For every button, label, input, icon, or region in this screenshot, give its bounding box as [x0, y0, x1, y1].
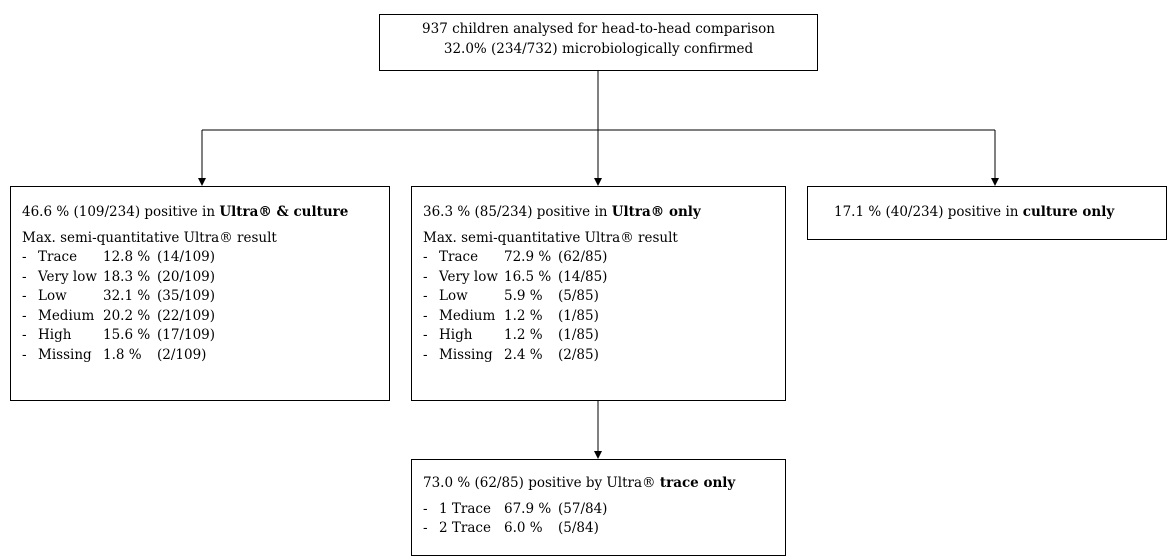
- result-count: (1/85): [558, 307, 599, 324]
- result-percentage: 1.2 %: [504, 307, 543, 324]
- list-dash: -: [22, 288, 27, 304]
- ultra-only-result-list: - Trace 72.9 % (62/85) - Very low 16.5 % (14/85…: [423, 248, 785, 365]
- result-category: Missing: [38, 346, 92, 363]
- list-dash: -: [22, 307, 27, 324]
- result-count: (35/109): [157, 288, 216, 304]
- result-percentage: 15.6 %: [103, 327, 151, 343]
- result-list-item: - Medium 1.2 % (1/85): [423, 307, 785, 327]
- list-dash: -: [423, 327, 428, 343]
- result-list-item: - Trace 72.9 % (62/85): [423, 248, 785, 268]
- list-dash: -: [22, 268, 27, 285]
- result-count: (20/109): [157, 268, 216, 285]
- result-percentage: 12.8 %: [103, 249, 151, 265]
- result-count: (22/109): [157, 307, 216, 324]
- root-line-1: 937 children analysed for head-to-head c…: [422, 21, 775, 37]
- result-count: (14/85): [558, 268, 608, 285]
- list-dash: -: [22, 346, 27, 363]
- list-dash: -: [22, 249, 27, 265]
- ultra-and-culture-heading-prefix: 46.6 % (109/234) positive in: [22, 204, 220, 220]
- result-category: Low: [38, 288, 67, 304]
- culture-only-heading-prefix: 17.1 % (40/234) positive in: [834, 204, 1023, 220]
- result-category: Low: [439, 288, 468, 304]
- result-category: Trace: [38, 249, 78, 265]
- culture-only-heading: 17.1 % (40/234) positive in culture only: [834, 203, 1166, 223]
- result-percentage: 72.9 %: [504, 249, 552, 265]
- result-category: 1 Trace: [439, 500, 491, 517]
- result-category: Medium: [439, 307, 496, 324]
- root-node: 937 children analysed for head-to-head c…: [379, 14, 818, 71]
- result-list-item: - Medium 20.2 % (22/109): [22, 307, 389, 327]
- result-percentage: 67.9 %: [504, 500, 552, 517]
- result-percentage: 18.3 %: [103, 268, 151, 285]
- result-percentage: 16.5 %: [504, 268, 552, 285]
- result-count: (5/85): [558, 288, 599, 304]
- result-list-item: - Low 5.9 % (5/85): [423, 287, 785, 307]
- result-list-item: - Very low 16.5 % (14/85): [423, 268, 785, 288]
- culture-only-heading-bold: culture only: [1022, 204, 1115, 220]
- result-list-item: - Low 32.1 % (35/109): [22, 287, 389, 307]
- ultra-and-culture-node: 46.6 % (109/234) positive in Ultra® & cu…: [10, 186, 390, 401]
- result-count: (1/85): [558, 327, 599, 343]
- list-dash: -: [423, 249, 428, 265]
- result-count: (5/84): [558, 520, 599, 536]
- list-dash: -: [423, 288, 428, 304]
- result-count: (2/85): [558, 346, 599, 363]
- ultra-only-node: 36.3 % (85/234) positive in Ultra® only …: [411, 186, 786, 401]
- result-list-item: - Missing 2.4 % (2/85): [423, 346, 785, 366]
- trace-only-heading: 73.0 % (62/85) positive by Ultra® trace …: [423, 474, 785, 494]
- trace-only-heading-bold: trace only: [659, 475, 736, 491]
- result-percentage: 20.2 %: [103, 307, 151, 324]
- list-dash: -: [22, 327, 27, 343]
- list-dash: -: [423, 346, 428, 363]
- result-count: (14/109): [157, 249, 216, 265]
- result-category: Very low: [38, 268, 97, 285]
- result-category: 2 Trace: [439, 520, 491, 536]
- culture-only-node: 17.1 % (40/234) positive in culture only: [807, 186, 1167, 240]
- result-percentage: 1.2 %: [504, 327, 543, 343]
- list-dash: -: [423, 307, 428, 324]
- result-percentage: 5.9 %: [504, 288, 543, 304]
- result-percentage: 2.4 %: [504, 346, 543, 363]
- result-category: Trace: [439, 249, 479, 265]
- result-category: Medium: [38, 307, 95, 324]
- trace-only-node: 73.0 % (62/85) positive by Ultra® trace …: [411, 459, 786, 556]
- result-category: Missing: [439, 346, 493, 363]
- result-list-item: - High 15.6 % (17/109): [22, 326, 389, 346]
- result-category: High: [38, 327, 72, 343]
- result-percentage: 1.8 %: [103, 346, 142, 363]
- result-percentage: 32.1 %: [103, 288, 151, 304]
- result-percentage: 6.0 %: [504, 520, 543, 536]
- result-count: (17/109): [157, 327, 216, 343]
- result-category: High: [439, 327, 473, 343]
- list-dash: -: [423, 520, 428, 536]
- ultra-only-subheading: Max. semi-quantitative Ultra® result: [423, 229, 678, 246]
- ultra-only-heading-prefix: 36.3 % (85/234) positive in: [423, 204, 612, 220]
- ultra-only-heading-bold: Ultra® only: [611, 204, 701, 220]
- list-dash: -: [423, 268, 428, 285]
- result-list-item: - Trace 12.8 % (14/109): [22, 248, 389, 268]
- result-list-item: - Very low 18.3 % (20/109): [22, 268, 389, 288]
- ultra-and-culture-heading-bold: Ultra® & culture: [219, 204, 349, 220]
- trace-only-result-list: -1 Trace 67.9 % (57/84) -2 Trace 6.0 % (5/84): [423, 500, 785, 539]
- ultra-and-culture-subheading: Max. semi-quantitative Ultra® result: [22, 229, 277, 246]
- trace-only-heading-prefix: 73.0 % (62/85) positive by Ultra®: [423, 475, 660, 491]
- result-list-item: - Missing 1.8 % (2/109): [22, 346, 389, 366]
- ultra-and-culture-heading: 46.6 % (109/234) positive in Ultra® & cu…: [22, 203, 389, 223]
- result-count: (62/85): [558, 249, 608, 265]
- result-count: (2/109): [157, 346, 207, 363]
- ultra-only-heading: 36.3 % (85/234) positive in Ultra® only: [423, 203, 785, 223]
- result-list-item: -1 Trace 67.9 % (57/84): [423, 500, 785, 520]
- result-list-item: - High 1.2 % (1/85): [423, 326, 785, 346]
- root-line-2: 32.0% (234/732) microbiologically confir…: [443, 40, 754, 57]
- result-category: Very low: [439, 268, 498, 285]
- result-list-item: -2 Trace 6.0 % (5/84): [423, 519, 785, 539]
- result-count: (57/84): [558, 500, 608, 517]
- list-dash: -: [423, 500, 428, 517]
- ultra-and-culture-result-list: - Trace 12.8 % (14/109) - Very low 18.3 % (20/1…: [22, 248, 389, 365]
